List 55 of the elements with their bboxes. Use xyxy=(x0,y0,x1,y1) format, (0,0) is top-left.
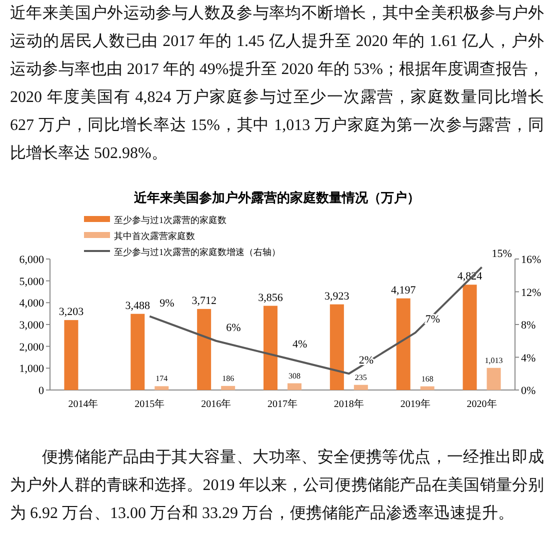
y-tick-label: 0 xyxy=(38,385,44,397)
x-tick-label: 2020年 xyxy=(466,398,497,410)
data-label: 3,488 xyxy=(125,300,151,312)
bar xyxy=(462,284,477,390)
data-label: 3,923 xyxy=(324,290,350,302)
legend-label: 至少参与过1次露营的家庭数增速（右轴） xyxy=(114,247,280,257)
y-tick-label: 2,000 xyxy=(19,341,44,354)
bar xyxy=(197,308,212,390)
data-label: 4,197 xyxy=(390,284,416,296)
bar xyxy=(330,304,344,390)
legend-label: 至少参与过1次露营的家庭数 xyxy=(114,215,226,225)
y-tick-label: 5,000 xyxy=(19,276,44,288)
line-series xyxy=(148,266,483,375)
bar xyxy=(420,386,434,390)
legend-label: 其中首次露营家庭数 xyxy=(114,231,195,241)
chart-title: 近年来美国参加户外露营的家庭数量情况（万户） xyxy=(133,190,420,205)
y2-tick-label: 4% xyxy=(521,352,536,364)
data-label: 3,856 xyxy=(258,292,284,304)
bar xyxy=(221,386,236,390)
data-label: 1,013 xyxy=(484,356,503,365)
bar xyxy=(64,320,78,390)
y-tick-label: 1,000 xyxy=(19,363,44,376)
data-label: 4% xyxy=(292,338,308,350)
y-tick-label: 3,000 xyxy=(19,320,44,332)
data-label: 308 xyxy=(288,371,300,380)
y2-tick-label: 8% xyxy=(521,320,536,332)
data-label: 3,712 xyxy=(192,294,216,307)
x-tick-label: 2016年 xyxy=(201,398,232,410)
x-tick-label: 2017年 xyxy=(268,398,298,410)
y2-tick-label: 0% xyxy=(521,385,536,397)
x-tick-label: 2018年 xyxy=(334,398,364,410)
data-label: 6% xyxy=(226,322,241,334)
y-tick-label: 4,000 xyxy=(19,298,44,310)
data-label: 186 xyxy=(222,374,234,383)
bar xyxy=(288,383,302,390)
text: 近年来美国户外运动参与人数及参与率均不断增长，其中全美积极参与户外运动的居民人数已由 2017 年的 1.45 亿人提升至 2020 年的 1.61 亿人，户外运动参与率也由 2017 年的 49%提升至 2020 年的 53%；根据年度调查报告，2020 年度美国有 4,824 万户家庭参与过至少一次露营，家庭数量同比增长 627 万户，同比增长率达 15%，其中 1,013 万户家庭为第一次参与露营，同比增长率达 502.98%。 xyxy=(10,4,544,164)
bar xyxy=(130,314,145,390)
data-label: 3,203 xyxy=(58,306,84,318)
x-tick-label: 2015年 xyxy=(134,398,165,410)
bar xyxy=(486,368,501,390)
data-label: 174 xyxy=(156,374,168,384)
y2-tick-label: 12% xyxy=(521,286,542,299)
data-label: 235 xyxy=(354,372,367,382)
data-label: 9% xyxy=(160,297,174,310)
x-tick-label: 2019年 xyxy=(400,398,430,410)
y-tick-label: 6,000 xyxy=(19,254,44,266)
bar xyxy=(154,386,169,390)
bar xyxy=(264,306,278,390)
data-label: 15% xyxy=(492,248,512,260)
data-label: 168 xyxy=(421,374,434,384)
y2-tick-label: 16% xyxy=(521,254,542,266)
text: 便携储能产品由于其大容量、大功率、安全便携等优点，一经推出即成为户外人群的青睐和选择。2019 年以来，公司便携储能产品在美国销量分别为 6.92 万台、13.00 万台和 33.29 万台，便携储能产品渗透率迅速提升。 xyxy=(10,448,544,524)
bar xyxy=(396,298,410,390)
bar xyxy=(354,384,368,390)
x-tick-label: 2014年 xyxy=(68,398,98,410)
